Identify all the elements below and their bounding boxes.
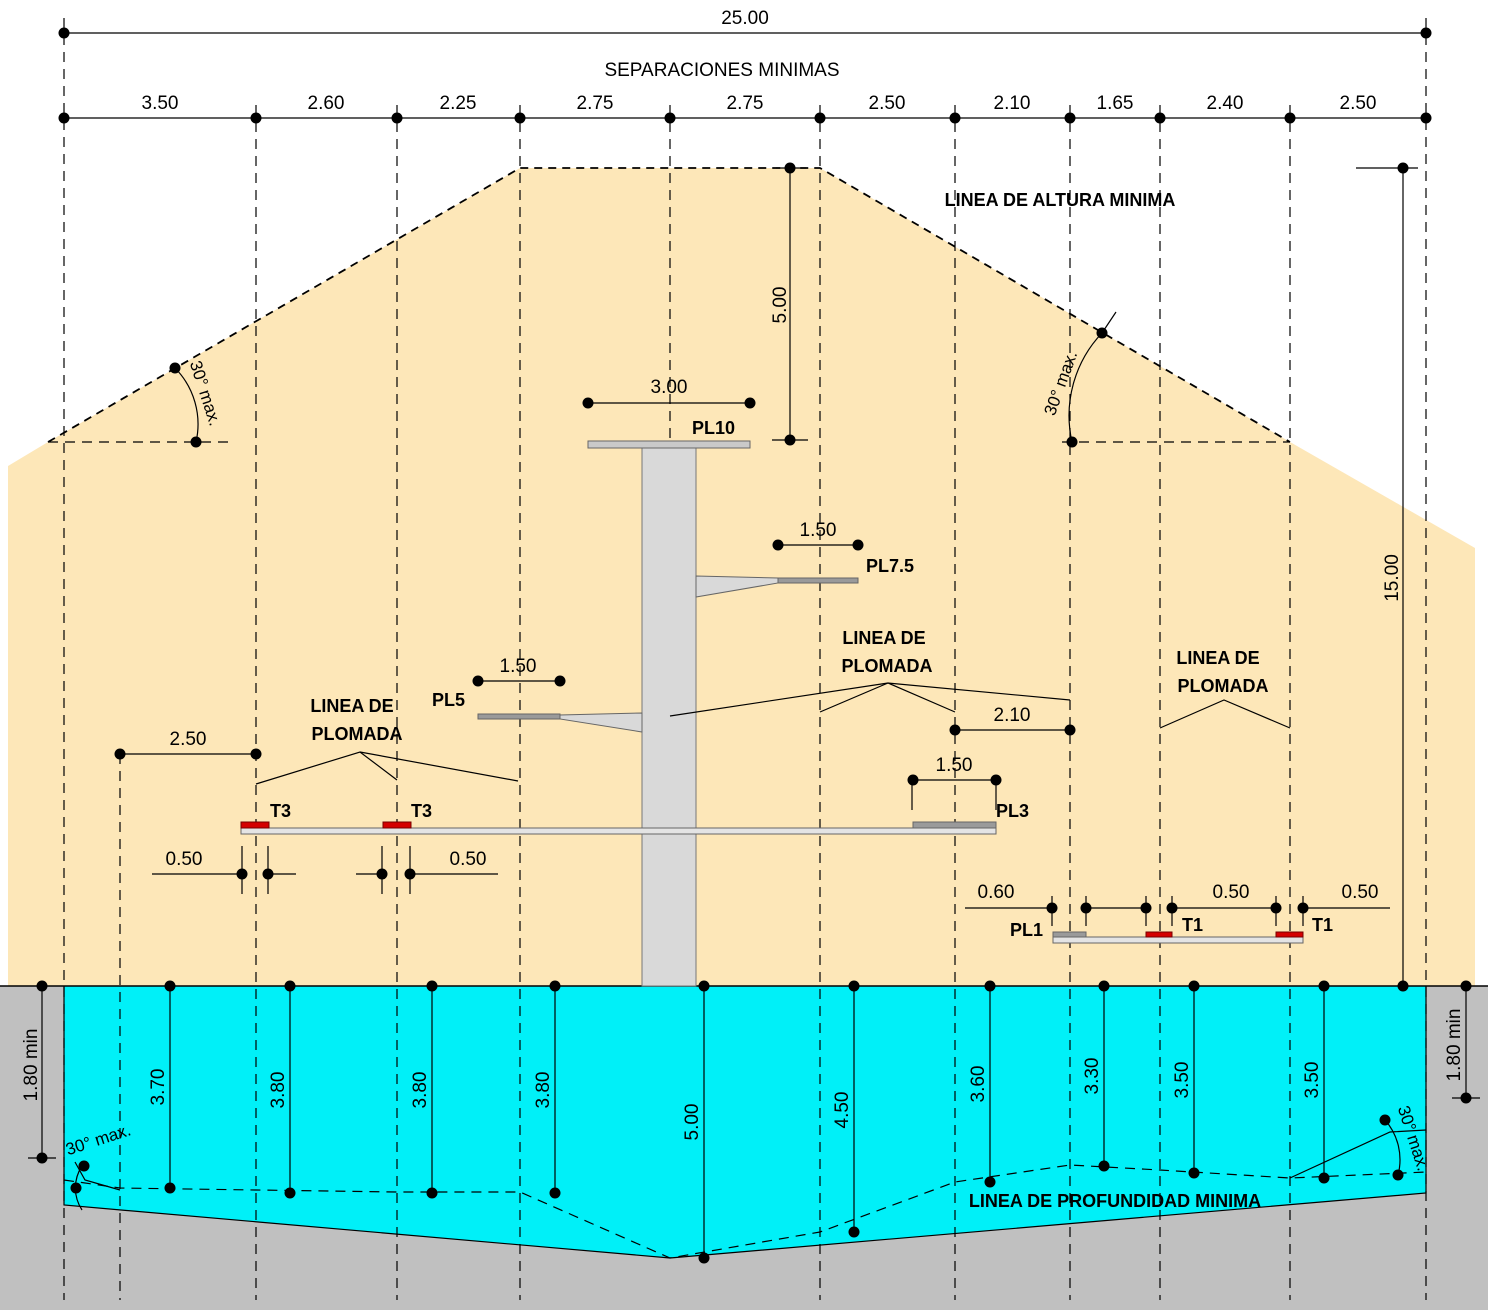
pl1-label: PL1 xyxy=(1010,920,1043,940)
separation-value: 2.25 xyxy=(440,93,477,114)
t3-right-label: T3 xyxy=(411,801,432,821)
depth-value: 3.30 xyxy=(1082,1058,1103,1095)
pl75-label: PL7.5 xyxy=(866,556,914,576)
pl10-clear-height: 5.00 xyxy=(770,287,791,324)
platform-pl1 xyxy=(1052,931,1087,938)
t3-gap-left: 0.50 xyxy=(166,849,203,870)
separation-value: 1.65 xyxy=(1097,93,1134,114)
tower xyxy=(641,446,697,987)
platform-pl1-deck xyxy=(1052,936,1304,944)
t3-gap-right: 0.50 xyxy=(450,849,487,870)
dimension-dots xyxy=(36,27,1472,1264)
t1-gap-2: 0.50 xyxy=(1342,882,1379,903)
plumb-line-label-center-2: PLOMADA xyxy=(842,656,933,676)
t1-gap-1: 0.50 xyxy=(1213,882,1250,903)
depth-value: 3.80 xyxy=(268,1072,289,1109)
pl75-width: 1.50 xyxy=(800,520,837,541)
min-depth-wall-right: 1.80 min xyxy=(1444,1009,1465,1082)
pl1-gap: 0.60 xyxy=(978,882,1015,903)
total-height: 15.00 xyxy=(1382,554,1403,602)
depth-value: 5.00 xyxy=(682,1104,703,1141)
platform-pl3 xyxy=(912,821,997,829)
depth-value: 3.60 xyxy=(968,1066,989,1103)
depth-value: 4.50 xyxy=(832,1092,853,1129)
springboard-t3-left xyxy=(240,821,270,829)
platform-pl3-deck xyxy=(240,827,997,835)
plumb-line-label-center-1: LINEA DE xyxy=(842,628,925,648)
depth-value: 3.80 xyxy=(533,1072,554,1109)
t1-right-label: T1 xyxy=(1312,915,1333,935)
depth-lines xyxy=(169,986,1325,1258)
pl3-plumb: 2.10 xyxy=(994,705,1031,726)
springboard-t1-left xyxy=(1145,931,1173,938)
separation-value: 2.60 xyxy=(308,93,345,114)
platform-pl75 xyxy=(777,577,859,584)
separation-lines xyxy=(63,18,1427,1300)
separation-value: 2.75 xyxy=(727,93,764,114)
springboard-t1-right xyxy=(1275,931,1304,938)
pl3-width: 1.50 xyxy=(936,755,973,776)
depth-value: 3.50 xyxy=(1172,1062,1193,1099)
separations-title: SEPARACIONES MINIMAS xyxy=(604,60,839,81)
separation-value: 2.40 xyxy=(1207,93,1244,114)
separation-value: 2.10 xyxy=(994,93,1031,114)
t3-left-label: T3 xyxy=(270,801,291,821)
pl5-width: 1.50 xyxy=(500,656,537,677)
dimension-lines xyxy=(28,167,1480,1159)
min-depth-line-label: LINEA DE PROFUNDIDAD MINIMA xyxy=(969,1191,1261,1211)
min-depth-line xyxy=(63,1164,1427,1259)
t3-left-offset: 2.50 xyxy=(170,729,207,750)
pl10-label: PL10 xyxy=(692,418,735,438)
plumb-line-label-right-2: PLOMADA xyxy=(1178,676,1269,696)
leader-lines xyxy=(255,682,1291,785)
min-height-line-label: LINEA DE ALTURA MINIMA xyxy=(945,190,1176,210)
plumb-line-label-left-1: LINEA DE xyxy=(310,696,393,716)
pool-water xyxy=(64,986,1426,1258)
depth-value: 3.70 xyxy=(148,1069,169,1106)
pl5-label: PL5 xyxy=(432,690,465,710)
separation-value: 3.50 xyxy=(142,93,179,114)
depth-value: 3.80 xyxy=(410,1072,431,1109)
min-depth-wall-left: 1.80 min xyxy=(21,1029,42,1102)
separation-value: 2.50 xyxy=(1340,93,1377,114)
springboard-t3-right xyxy=(382,821,412,829)
min-height-line xyxy=(47,167,1291,443)
depth-value: 3.50 xyxy=(1302,1062,1323,1099)
pl3-label: PL3 xyxy=(996,801,1029,821)
platform-pl10 xyxy=(587,440,751,449)
separation-value: 2.50 xyxy=(869,93,906,114)
separation-value: 2.75 xyxy=(577,93,614,114)
pl10-width: 3.00 xyxy=(651,377,688,398)
t1-left-label: T1 xyxy=(1182,915,1203,935)
platform-pl5 xyxy=(477,713,561,720)
plumb-line-label-right-1: LINEA DE xyxy=(1176,648,1259,668)
overall-width-label: 25.00 xyxy=(721,8,769,29)
plumb-line-label-left-2: PLOMADA xyxy=(312,724,403,744)
